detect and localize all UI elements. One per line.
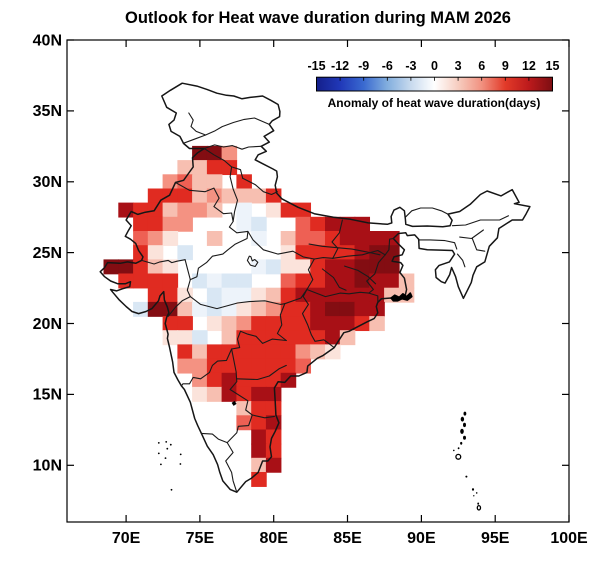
svg-text:-6: -6 <box>382 59 393 73</box>
svg-text:35N: 35N <box>33 103 62 120</box>
svg-text:15N: 15N <box>33 387 62 404</box>
svg-text:Anomaly of heat wave duration(: Anomaly of heat wave duration(days) <box>328 96 541 110</box>
svg-text:0: 0 <box>431 59 438 73</box>
svg-text:90E: 90E <box>407 530 436 547</box>
svg-text:30N: 30N <box>33 174 62 191</box>
svg-text:12: 12 <box>522 59 536 73</box>
svg-text:70E: 70E <box>112 530 141 547</box>
svg-text:3: 3 <box>455 59 462 73</box>
svg-text:40N: 40N <box>33 32 62 49</box>
svg-text:9: 9 <box>502 59 509 73</box>
svg-text:85E: 85E <box>333 530 362 547</box>
svg-text:15: 15 <box>546 59 560 73</box>
svg-text:6: 6 <box>478 59 485 73</box>
svg-text:-9: -9 <box>358 59 369 73</box>
svg-text:-15: -15 <box>307 59 325 73</box>
svg-text:100E: 100E <box>550 530 588 547</box>
svg-text:Outlook for Heat wave duration: Outlook for Heat wave duration during MA… <box>125 9 511 27</box>
svg-text:10N: 10N <box>33 458 62 475</box>
svg-text:20N: 20N <box>33 316 62 333</box>
svg-text:75E: 75E <box>186 530 215 547</box>
svg-text:-3: -3 <box>405 59 416 73</box>
svg-text:-12: -12 <box>331 59 349 73</box>
svg-text:25N: 25N <box>33 245 62 262</box>
svg-text:95E: 95E <box>481 530 510 547</box>
svg-text:80E: 80E <box>259 530 288 547</box>
